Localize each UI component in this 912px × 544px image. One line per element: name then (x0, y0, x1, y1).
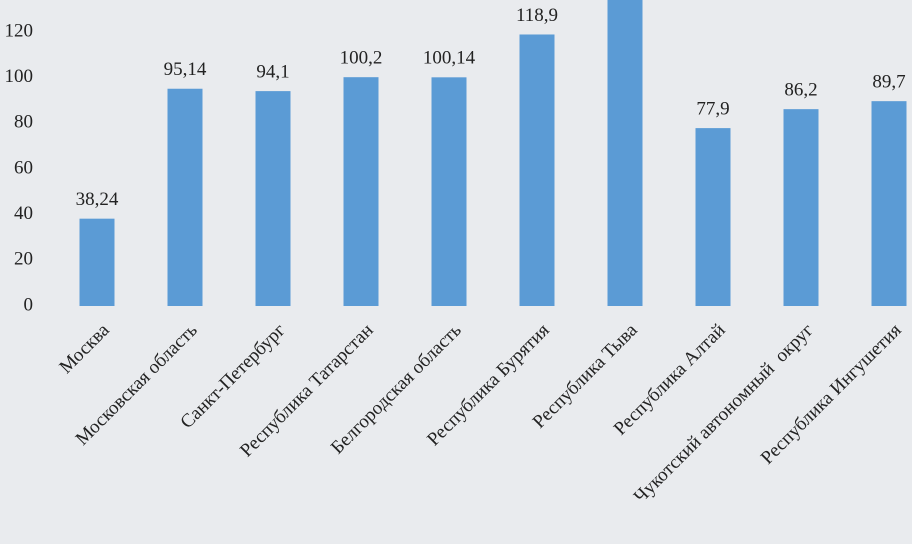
y-tick-label: 20 (14, 249, 33, 270)
data-label: 38,24 (76, 189, 119, 210)
data-label: 100,14 (423, 48, 476, 69)
bar (79, 218, 115, 306)
bar (431, 77, 467, 307)
x-tick-label: Москва (55, 319, 114, 378)
data-label: 77,9 (696, 98, 729, 119)
bar (167, 88, 203, 307)
bar (695, 128, 731, 306)
bar (607, 0, 643, 306)
x-tick-label: Чукотский автономный округ (630, 320, 818, 508)
bar (519, 34, 555, 307)
bar (783, 109, 819, 307)
data-label: 118,9 (516, 5, 558, 26)
data-label: 89,7 (872, 72, 905, 93)
y-tick-label: 0 (24, 294, 34, 315)
bar (255, 91, 291, 306)
data-label: 94,1 (256, 61, 289, 82)
y-tick-label: 60 (14, 157, 33, 178)
y-tick-label: 120 (5, 20, 34, 41)
x-tick-label: Республика Ингушетия (757, 320, 906, 469)
y-tick-label: 100 (5, 66, 34, 87)
y-tick-label: 40 (14, 203, 33, 224)
bar (871, 101, 907, 306)
data-label: 86,2 (784, 80, 817, 101)
data-label: 95,14 (164, 59, 207, 80)
y-tick-label: 80 (14, 112, 33, 133)
data-label: 100,2 (340, 48, 383, 69)
bar (343, 77, 379, 306)
